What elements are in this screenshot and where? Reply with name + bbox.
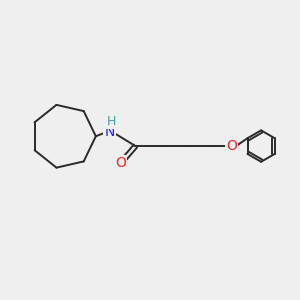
Text: H: H [107,115,116,128]
Text: O: O [116,156,126,170]
Text: N: N [104,125,115,139]
Text: O: O [226,139,237,153]
